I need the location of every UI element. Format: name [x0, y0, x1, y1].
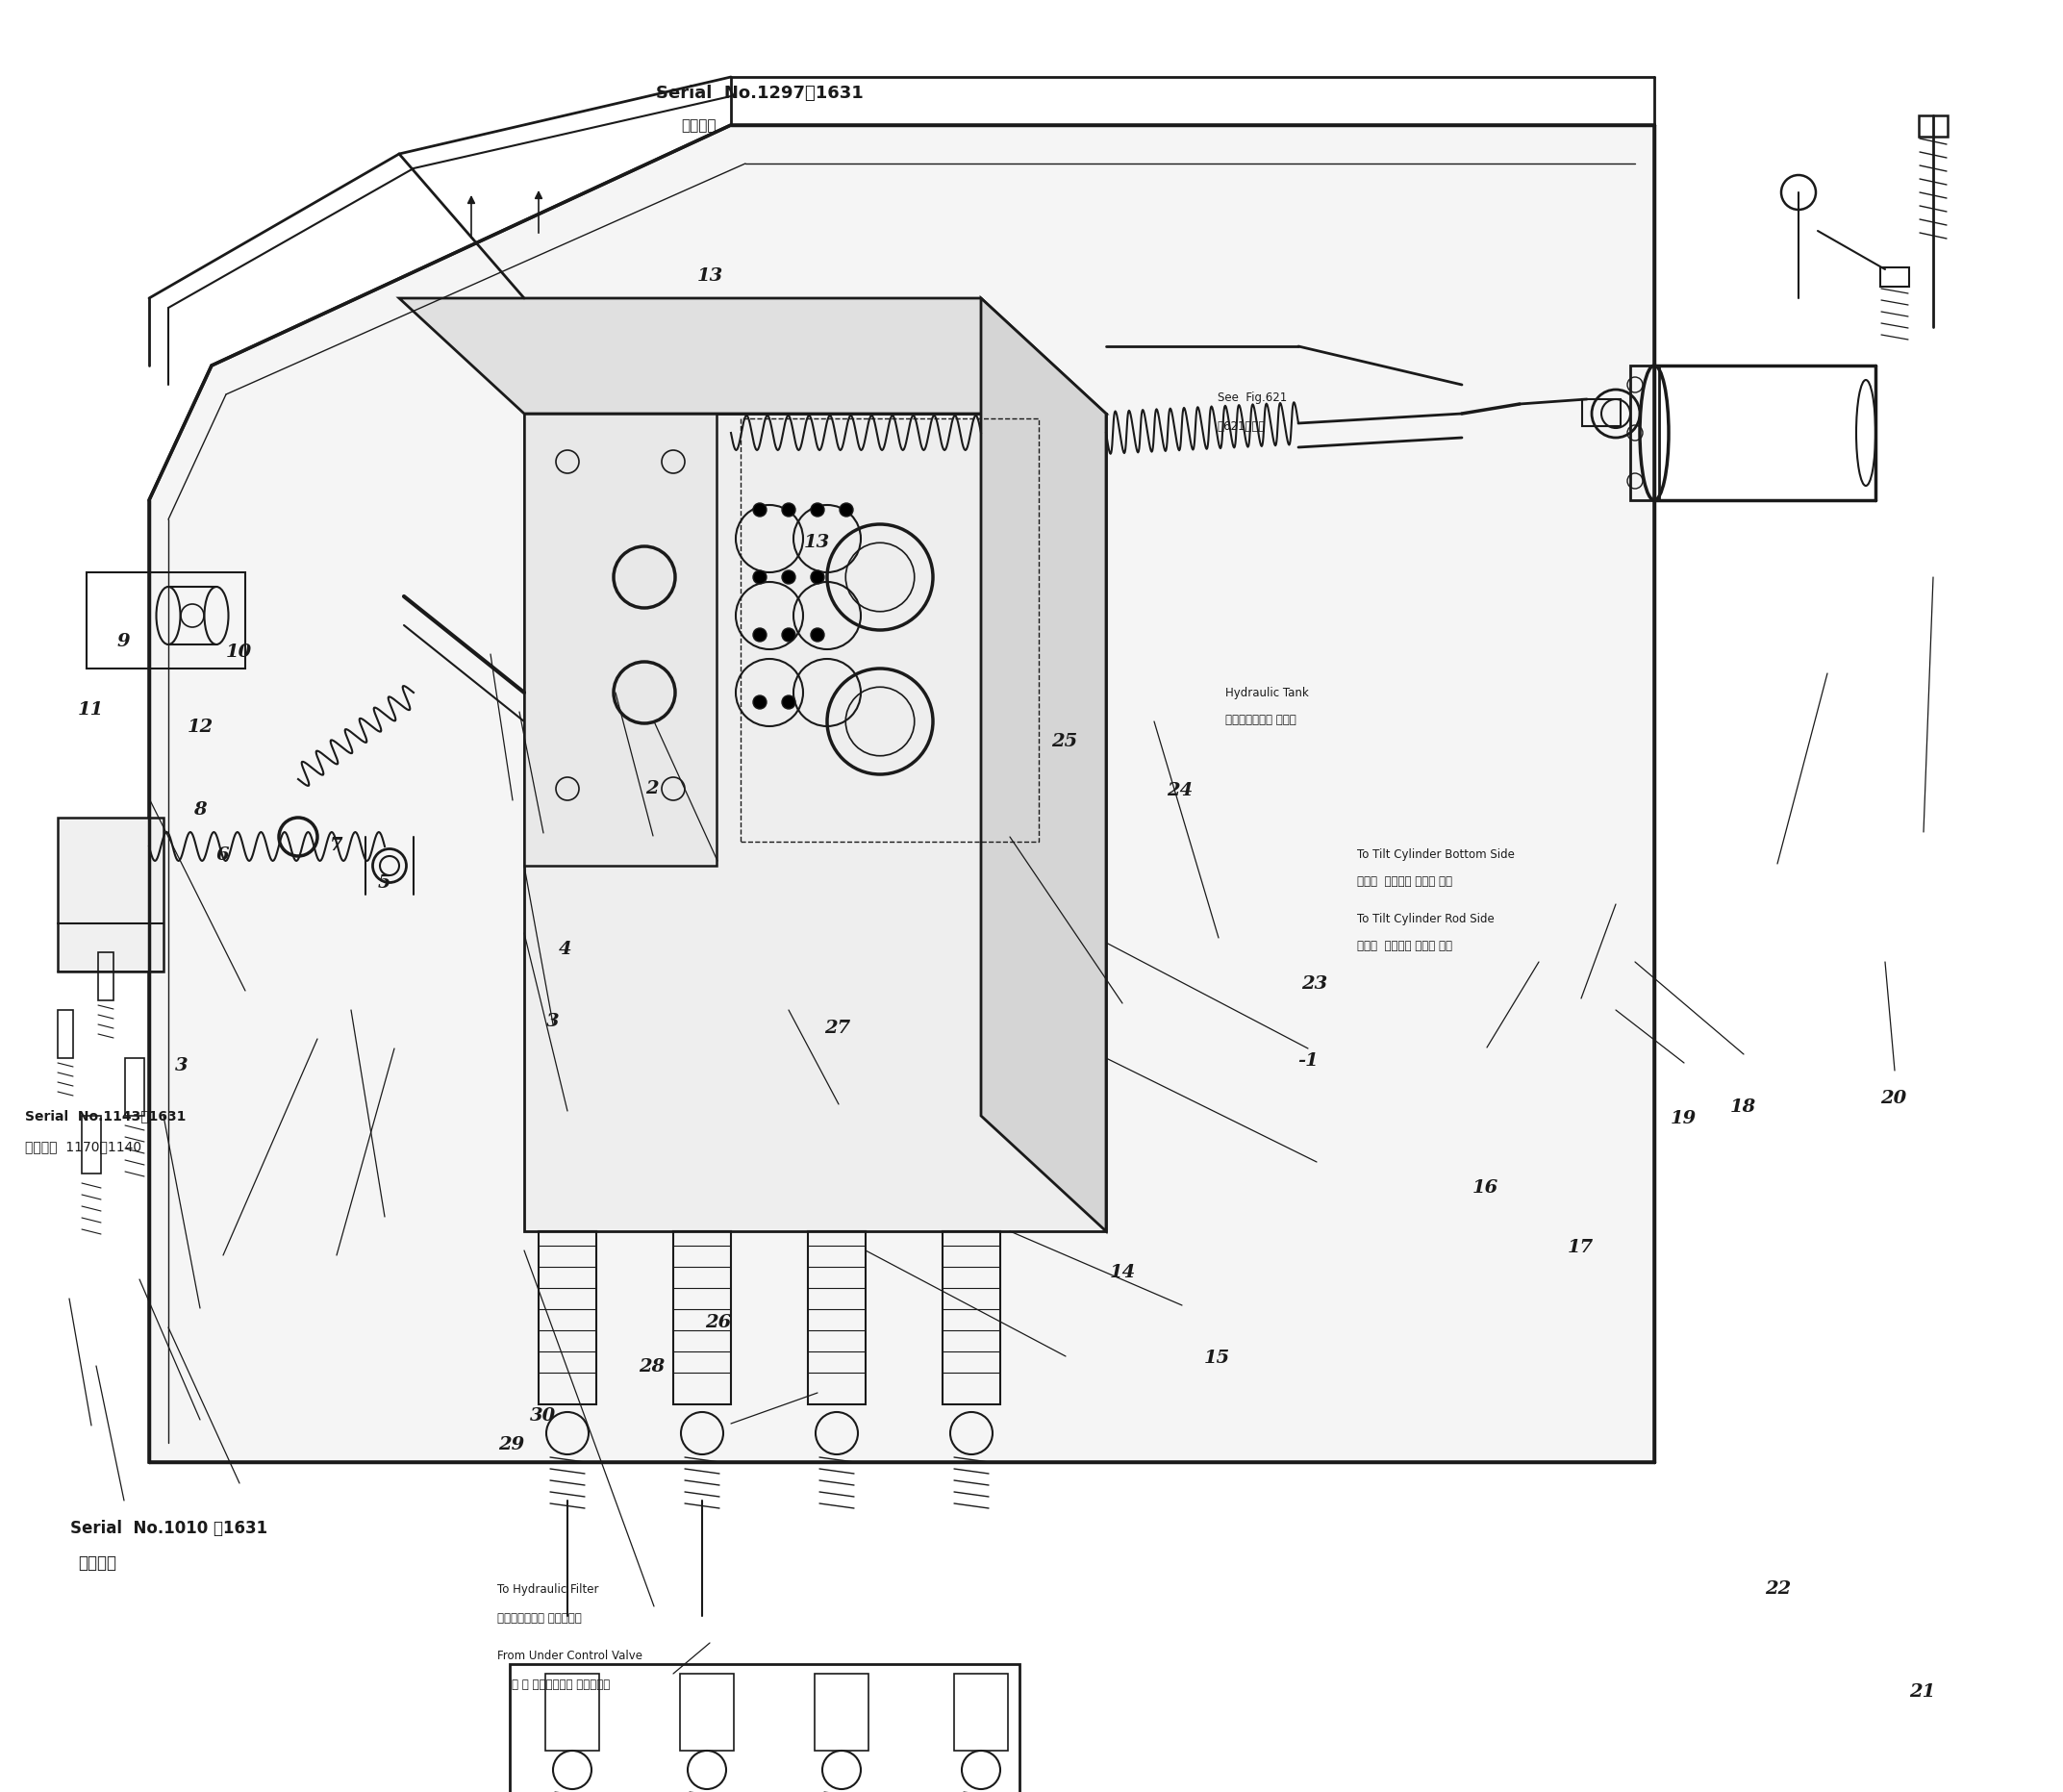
Bar [58, 1011, 72, 1057]
Bar [815, 1674, 869, 1751]
Circle shape [811, 629, 825, 642]
Bar [1919, 115, 1947, 136]
Text: チルト  シリンダ ロッド 側へ: チルト シリンダ ロッド 側へ [1357, 941, 1452, 952]
Text: 23: 23 [1302, 975, 1327, 993]
Circle shape [782, 504, 796, 516]
Text: Serial  No.1010 ～1631: Serial No.1010 ～1631 [70, 1520, 268, 1538]
Text: 20: 20 [1881, 1090, 1906, 1107]
Bar [87, 572, 245, 668]
Text: 18: 18 [1731, 1098, 1756, 1116]
Text: 12: 12 [188, 719, 212, 737]
Text: 7: 7 [330, 837, 342, 855]
Text: See  Fig.621: See Fig.621 [1217, 392, 1287, 403]
Text: To Tilt Cylinder Rod Side: To Tilt Cylinder Rod Side [1357, 914, 1496, 925]
Text: 通用号機: 通用号機 [681, 118, 716, 133]
Text: 26: 26 [706, 1314, 730, 1331]
Text: 10: 10 [227, 643, 252, 661]
Text: 30: 30 [530, 1407, 555, 1425]
Circle shape [753, 570, 767, 584]
Bar [126, 1057, 144, 1116]
Bar [538, 1231, 596, 1405]
Circle shape [782, 570, 796, 584]
Text: 14: 14 [1110, 1263, 1135, 1281]
Text: 27: 27 [825, 1020, 850, 1038]
Bar [1879, 267, 1908, 287]
Bar [1630, 366, 1659, 500]
Text: 21: 21 [1910, 1683, 1935, 1701]
Bar [673, 1231, 730, 1405]
Text: To Tilt Cylinder Bottom Side: To Tilt Cylinder Bottom Side [1357, 849, 1514, 860]
Bar [83, 1116, 101, 1174]
Text: 11: 11 [78, 701, 103, 719]
Polygon shape [982, 297, 1106, 1231]
Bar [510, 1665, 1019, 1792]
Text: 5: 5 [378, 874, 390, 892]
Text: 17: 17 [1568, 1238, 1593, 1256]
Text: 通用号機  1170～1140: 通用号機 1170～1140 [25, 1140, 140, 1154]
Text: 8: 8 [194, 801, 206, 819]
Text: 4: 4 [559, 941, 571, 959]
Bar [809, 1231, 866, 1405]
Text: 22: 22 [1766, 1581, 1791, 1598]
Bar [545, 1674, 598, 1751]
Text: テ の コントロール バルブから: テ の コントロール バルブから [512, 1679, 611, 1690]
Text: 16: 16 [1473, 1179, 1498, 1197]
Bar [58, 817, 163, 971]
Polygon shape [149, 125, 1655, 1462]
Polygon shape [524, 414, 716, 866]
Text: 24: 24 [1168, 781, 1192, 799]
Text: ハイドロリック タンク: ハイドロリック タンク [1225, 715, 1296, 726]
Text: From Under Control Valve: From Under Control Valve [497, 1650, 642, 1661]
Text: ハイドロリック フィルタへ: ハイドロリック フィルタへ [497, 1613, 582, 1624]
Text: 29: 29 [499, 1435, 524, 1453]
Text: To Hydraulic Filter: To Hydraulic Filter [497, 1584, 598, 1595]
Text: 28: 28 [640, 1358, 664, 1376]
Bar [943, 1231, 1001, 1405]
Polygon shape [398, 297, 1106, 414]
Bar [99, 952, 113, 1000]
Text: 3: 3 [547, 1012, 559, 1030]
Circle shape [753, 629, 767, 642]
Polygon shape [524, 414, 1106, 1231]
Text: 13: 13 [697, 267, 722, 285]
Text: 25: 25 [1052, 733, 1077, 751]
Bar [741, 418, 1038, 842]
Circle shape [753, 695, 767, 710]
Text: 19: 19 [1671, 1109, 1696, 1127]
Text: 3: 3 [175, 1057, 188, 1075]
Text: Serial  No.1143～1631: Serial No.1143～1631 [25, 1109, 186, 1124]
Circle shape [782, 629, 796, 642]
Bar [953, 1674, 1009, 1751]
Text: -1: -1 [1298, 1052, 1318, 1070]
Text: 13: 13 [805, 534, 829, 552]
Text: 6: 6 [217, 846, 229, 864]
Text: チルト  シリンダ ボトム 側へ: チルト シリンダ ボトム 側へ [1357, 876, 1452, 887]
Circle shape [811, 570, 825, 584]
Text: 15: 15 [1205, 1349, 1230, 1367]
Circle shape [811, 504, 825, 516]
Text: 通用号機: 通用号機 [78, 1554, 118, 1572]
Bar [1582, 400, 1622, 426]
Text: Serial  No.1297～1631: Serial No.1297～1631 [656, 84, 864, 102]
Circle shape [753, 504, 767, 516]
Circle shape [840, 504, 854, 516]
Text: Hydraulic Tank: Hydraulic Tank [1225, 688, 1308, 699]
Text: 9: 9 [118, 633, 130, 650]
Bar [681, 1674, 734, 1751]
Text: 2: 2 [646, 780, 658, 797]
Text: 第621図参照: 第621図参照 [1217, 421, 1267, 432]
Circle shape [782, 695, 796, 710]
